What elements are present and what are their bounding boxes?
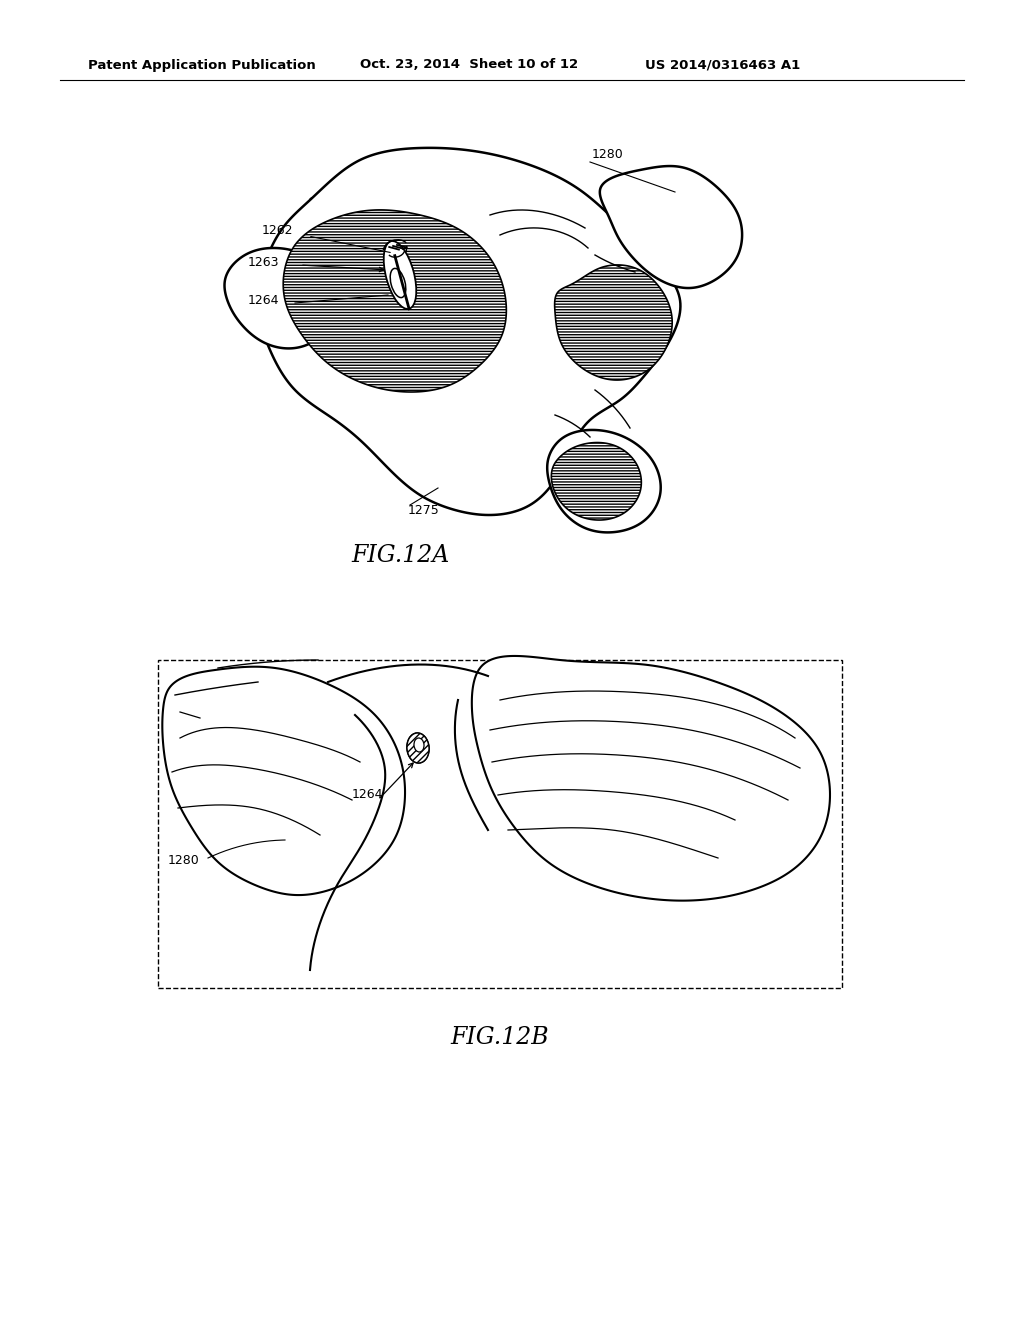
- Text: 1262: 1262: [262, 223, 294, 236]
- Text: 1280: 1280: [168, 854, 200, 866]
- Polygon shape: [547, 430, 660, 532]
- Ellipse shape: [384, 242, 417, 309]
- Polygon shape: [284, 210, 506, 392]
- Text: 1280: 1280: [592, 149, 624, 161]
- Ellipse shape: [390, 268, 406, 297]
- Polygon shape: [472, 656, 830, 900]
- Text: 1275: 1275: [408, 503, 439, 516]
- Text: 1264: 1264: [248, 293, 280, 306]
- Text: FIG.12B: FIG.12B: [451, 1027, 549, 1049]
- Ellipse shape: [407, 733, 429, 763]
- Text: Oct. 23, 2014  Sheet 10 of 12: Oct. 23, 2014 Sheet 10 of 12: [360, 58, 579, 71]
- Text: 1263: 1263: [248, 256, 280, 268]
- Ellipse shape: [414, 738, 424, 752]
- Polygon shape: [163, 667, 406, 895]
- Polygon shape: [555, 265, 672, 380]
- Text: 1264: 1264: [352, 788, 384, 801]
- Bar: [158, 660, 842, 987]
- Text: FIG.12A: FIG.12A: [351, 544, 450, 566]
- Text: US 2014/0316463 A1: US 2014/0316463 A1: [645, 58, 800, 71]
- Polygon shape: [600, 166, 742, 288]
- Text: Patent Application Publication: Patent Application Publication: [88, 58, 315, 71]
- Polygon shape: [551, 442, 641, 520]
- Polygon shape: [224, 248, 335, 348]
- Ellipse shape: [407, 733, 429, 763]
- Polygon shape: [258, 148, 680, 515]
